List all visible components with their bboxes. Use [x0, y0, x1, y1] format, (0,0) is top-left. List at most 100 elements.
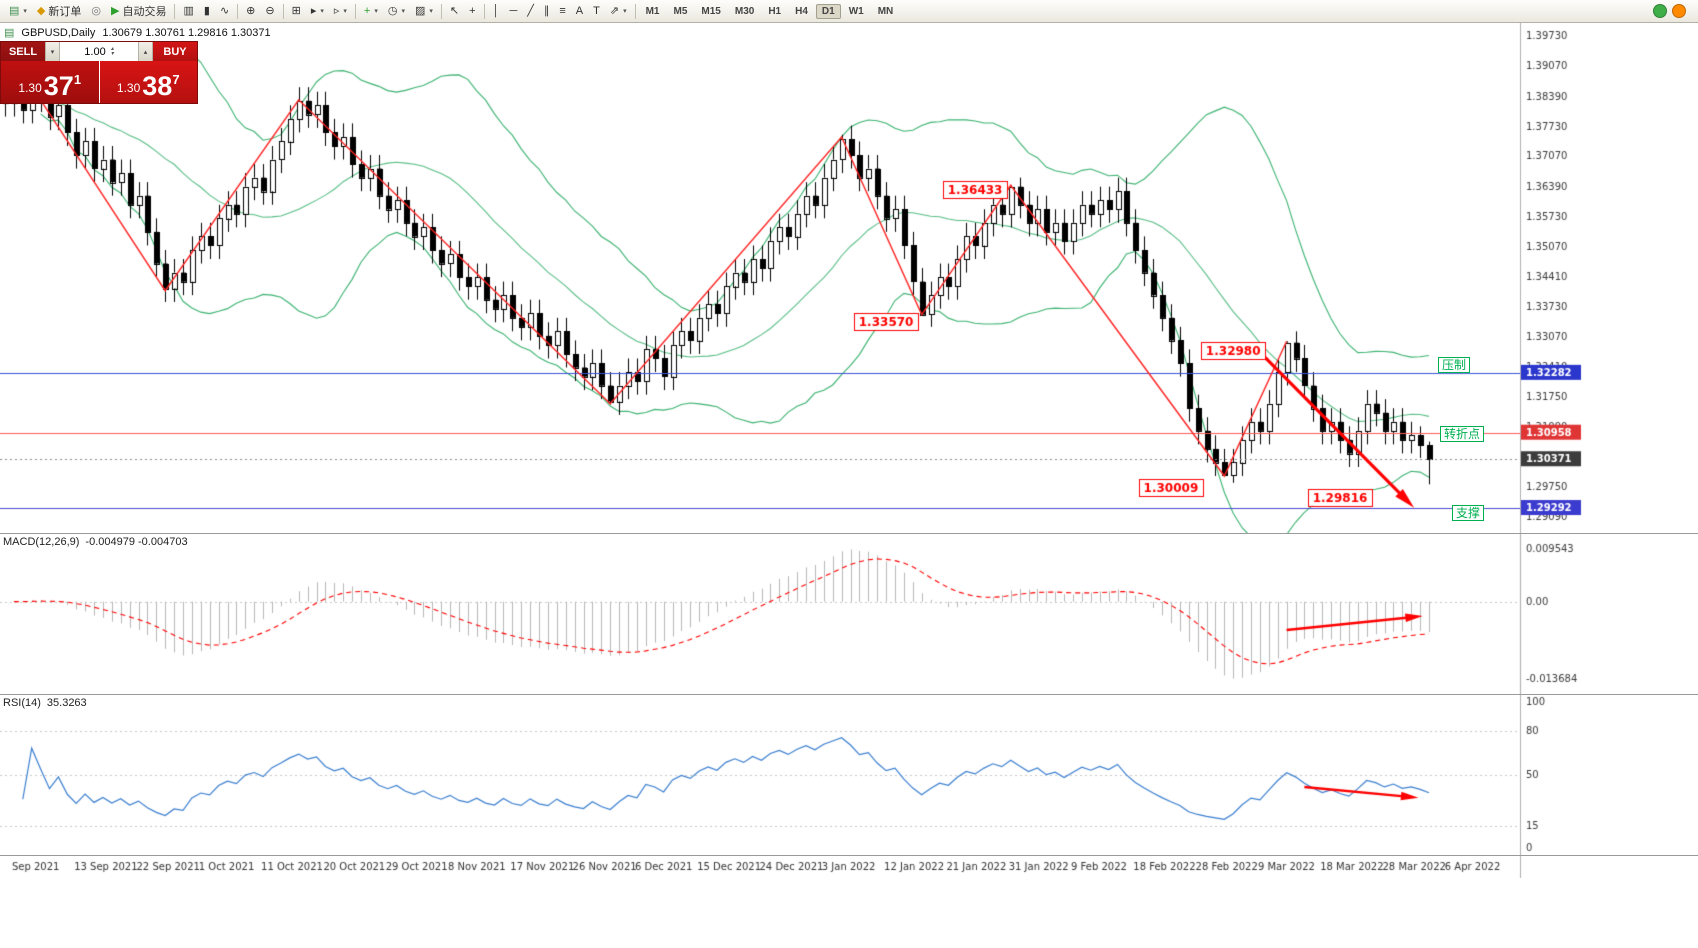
- macd-panel: MACD(12,26,9) -0.004979 -0.004703: [0, 534, 1698, 695]
- macd-label: MACD(12,26,9): [3, 536, 80, 548]
- text-label-button[interactable]: T: [588, 4, 605, 19]
- timeframe-h1[interactable]: H1: [768, 5, 782, 17]
- time-axis-canvas[interactable]: [0, 856, 1698, 878]
- templates-button[interactable]: ▨ ▾: [410, 4, 438, 19]
- one-click-trading-widget: SELL ▾ 1.00 ▴ ▾ ▴ BUY 1.30 37 1 1.30 38 7: [0, 41, 198, 104]
- toolbar-separator: [174, 3, 176, 19]
- toolbar-separator: [354, 3, 356, 19]
- tile-windows-button[interactable]: ⊞: [287, 4, 306, 19]
- buy-price-big: 38: [142, 71, 173, 101]
- trendline-button[interactable]: ╱: [522, 4, 539, 19]
- new-order-icon: ◆: [36, 4, 46, 17]
- toolbar-separator: [483, 3, 485, 19]
- timeframe-m30[interactable]: M30: [734, 5, 755, 17]
- auto-scroll-button[interactable]: ▸ ▾: [306, 4, 329, 19]
- rsi-canvas[interactable]: [0, 695, 1698, 855]
- chart-window-icon: ▤: [4, 27, 15, 39]
- volume-field[interactable]: 1.00 ▴ ▾: [60, 42, 138, 61]
- chart-bars-button[interactable]: ▥: [178, 4, 198, 19]
- timeframe-mn[interactable]: MN: [877, 5, 894, 17]
- crosshair-button[interactable]: +: [464, 4, 480, 19]
- buy-price-sup: 7: [172, 72, 180, 87]
- timeframe-bar: M1 M5 M15 M30 H1 H4 D1 W1 MN: [639, 3, 901, 19]
- zoom-in-button[interactable]: ⊕: [241, 4, 260, 19]
- text-button[interactable]: A: [571, 4, 588, 19]
- rsi-label: RSI(14): [3, 697, 41, 709]
- cursor-button[interactable]: ↖: [445, 4, 464, 19]
- trendline-icon: ╱: [527, 4, 534, 17]
- zoom-out-button[interactable]: ⊖: [260, 4, 279, 19]
- timeframe-m1[interactable]: M1: [645, 5, 660, 17]
- sell-options-caret-icon[interactable]: ▾: [45, 42, 60, 61]
- sell-price-sup: 1: [73, 72, 82, 87]
- fibonacci-button[interactable]: ≡: [554, 4, 570, 19]
- indicators-button[interactable]: + ▾: [359, 4, 383, 19]
- cursor-icon: ↖: [449, 4, 460, 17]
- text-label-icon: T: [593, 4, 600, 17]
- rsi-panel: RSI(14) 35.3263: [0, 695, 1698, 856]
- spin-up-icon[interactable]: ▴: [110, 45, 114, 52]
- vertical-line-button[interactable]: │: [488, 4, 505, 19]
- sell-button[interactable]: SELL: [1, 42, 45, 61]
- annotation-label-turning-point: 转折点: [1440, 425, 1485, 442]
- chart-ohlc: 1.30679 1.30761 1.29816 1.30371: [102, 26, 271, 39]
- volume-spinner[interactable]: ▴ ▾: [110, 45, 114, 57]
- timeframe-m15[interactable]: M15: [701, 5, 721, 17]
- buy-options-caret-icon[interactable]: ▴: [138, 42, 153, 61]
- toolbar-separator: [282, 3, 284, 19]
- annotation-label-resistance: 压制: [1438, 356, 1471, 373]
- market-watch-icon: ◎: [91, 4, 101, 17]
- time-axis: [0, 856, 1698, 878]
- new-order-button-label: 新订单: [48, 6, 82, 18]
- new-order-button[interactable]: ◆ 新订单: [32, 1, 86, 21]
- volume-value: 1.00: [84, 45, 106, 58]
- horizontal-line-button[interactable]: ─: [504, 4, 522, 19]
- horizontal-line-icon: ─: [509, 4, 518, 17]
- chevron-down-icon: ▾: [23, 8, 27, 15]
- toolbar: ▤ ▾ ◆ 新订单 ◎ ▶ 自动交易 ▥ ▮ ∿ ⊕ ⊖ ⊞ ▸ ▾ ▹ ▾ + ▾ ◷ ▾ ▨ ▾ ↖ + │ ─ ╱ ∥ ≡ A T ⇗ ▾ …: [0, 0, 1698, 23]
- spin-down-icon[interactable]: ▾: [110, 50, 114, 57]
- arrows-button[interactable]: ⇗ ▾: [605, 4, 632, 19]
- chart-symbol: GBPUSD,Daily: [21, 26, 96, 39]
- tile-windows-icon: ⊞: [291, 4, 301, 17]
- new-chart-button[interactable]: ▤ ▾: [4, 4, 32, 19]
- periods-button[interactable]: ◷ ▾: [383, 4, 410, 19]
- timeframe-h4[interactable]: H4: [795, 5, 808, 17]
- chevron-down-icon: ▾: [343, 8, 347, 15]
- chevron-down-icon: ▾: [374, 8, 378, 15]
- sell-price-small: 1.30: [18, 81, 42, 95]
- price-chart-canvas[interactable]: [0, 23, 1698, 533]
- rsi-header: RSI(14) 35.3263: [3, 697, 87, 709]
- chart-line-button[interactable]: ∿: [215, 4, 234, 19]
- chart-candles-button[interactable]: ▮: [199, 4, 215, 19]
- chart-shift-button[interactable]: ▹ ▾: [329, 4, 352, 19]
- indicators-icon: +: [363, 4, 371, 17]
- macd-values: -0.004979 -0.004703: [85, 536, 188, 548]
- chevron-down-icon: ▾: [429, 8, 433, 15]
- timeframe-m5[interactable]: M5: [673, 5, 688, 17]
- status-green-icon[interactable]: [1653, 4, 1667, 18]
- chart-line-icon: ∿: [219, 4, 230, 17]
- status-orange-icon[interactable]: [1672, 4, 1686, 18]
- toolbar-separator: [440, 3, 442, 19]
- timeframe-d1[interactable]: D1: [815, 3, 841, 19]
- chevron-down-icon: ▾: [320, 8, 324, 15]
- buy-button[interactable]: BUY: [153, 42, 197, 61]
- main-chart-panel: ▤ GBPUSD,Daily 1.30679 1.30761 1.29816 1…: [0, 23, 1698, 534]
- channel-button[interactable]: ∥: [539, 4, 555, 19]
- zoom-in-icon: ⊕: [246, 4, 256, 17]
- bottom-spacer: [0, 878, 1698, 948]
- toolbar-status-icons: [1653, 4, 1694, 18]
- buy-price-box[interactable]: 1.30 38 7: [99, 61, 197, 103]
- chart-bars-icon: ▥: [183, 4, 194, 17]
- annotation-label-support: 支撑: [1452, 505, 1485, 522]
- arrows-icon: ⇗: [609, 4, 620, 17]
- macd-canvas[interactable]: [0, 534, 1698, 694]
- auto-trading-button[interactable]: ▶ 自动交易: [106, 1, 171, 21]
- timeframe-w1[interactable]: W1: [848, 5, 864, 17]
- sell-price-box[interactable]: 1.30 37 1: [1, 61, 99, 103]
- market-watch-button[interactable]: ◎: [86, 4, 106, 19]
- zoom-out-icon: ⊖: [265, 4, 275, 17]
- toolbar-separator: [237, 3, 239, 19]
